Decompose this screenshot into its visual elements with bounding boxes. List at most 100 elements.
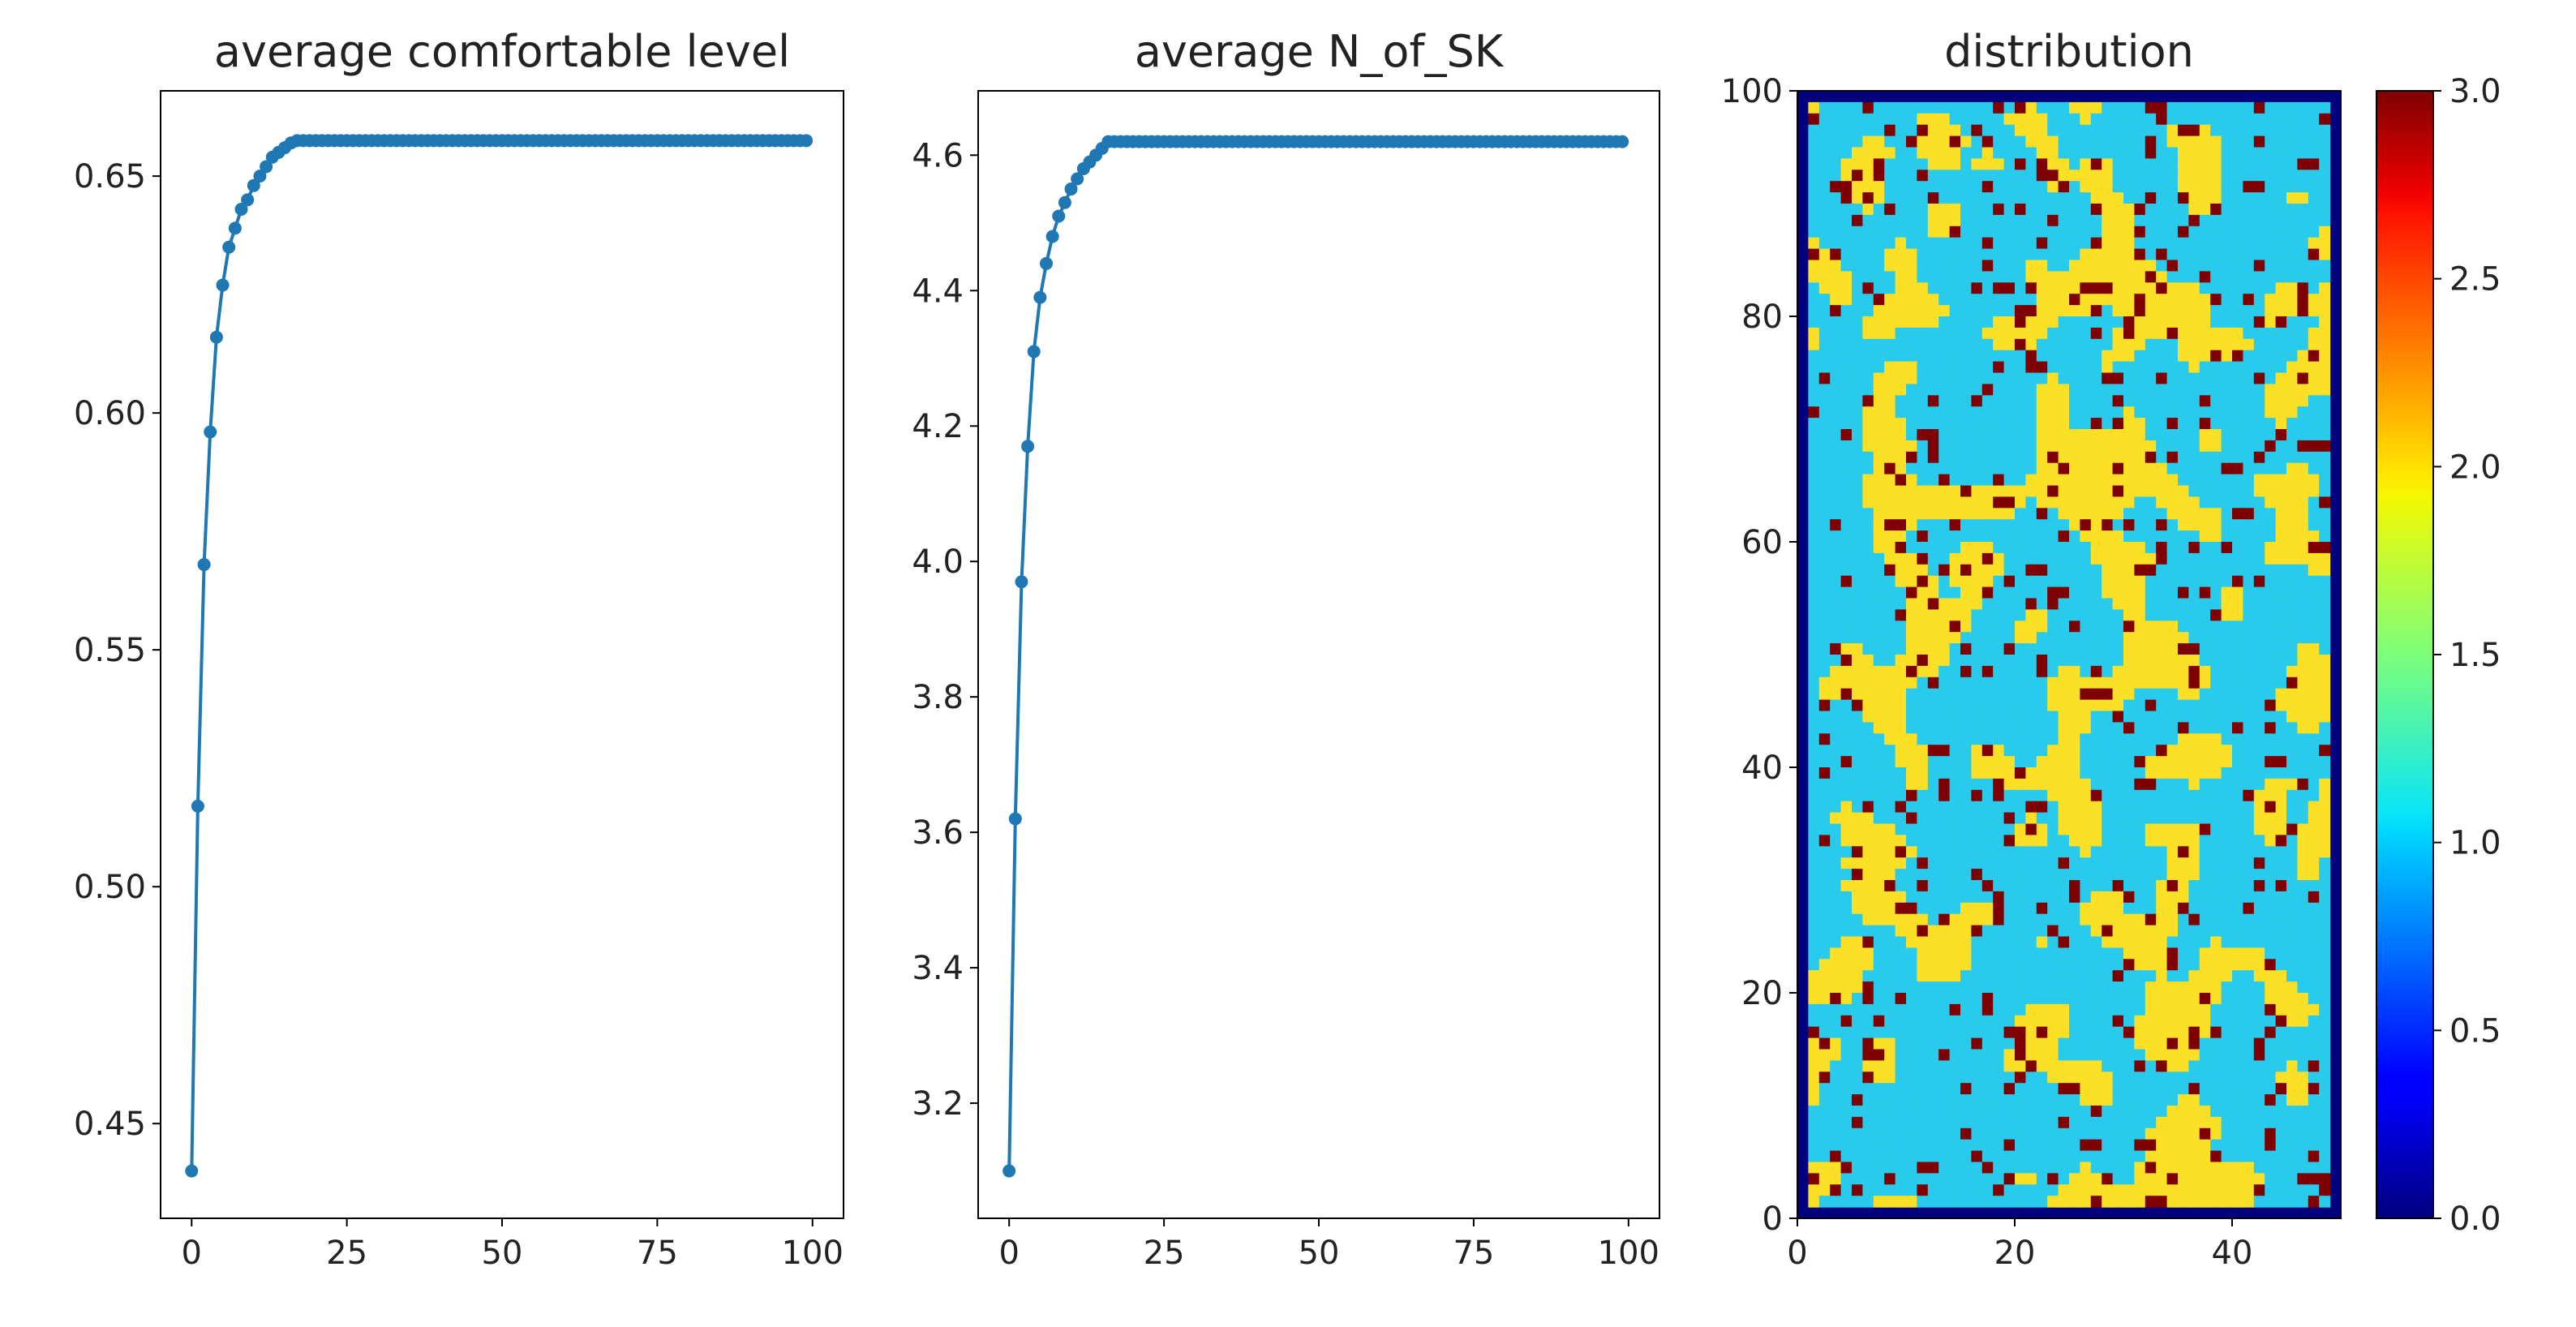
heatmap-cell [2134,147,2146,159]
heatmap-cell [2188,1196,2200,1208]
heatmap-cell [1830,316,1842,329]
heatmap-cell [1949,643,1961,655]
heatmap-cell [1808,350,1820,363]
heatmap-cell [1993,192,2005,204]
heatmap-cell [2319,248,2331,261]
heatmap-cell [1808,643,1820,655]
heatmap-cell [1927,632,1939,644]
heatmap-cell [2188,508,2200,520]
heatmap-cell [1852,1127,1863,1140]
heatmap-cell [2210,519,2222,531]
heatmap-cell [1960,846,1972,858]
heatmap-cell [2145,519,2157,531]
heatmap-cell [2199,632,2211,644]
heatmap-cell [2221,1127,2233,1140]
heatmap-cell [2166,485,2179,497]
heatmap-cell [2199,181,2211,193]
heatmap-cell [1938,316,1951,329]
heatmap-cell [1971,789,1983,802]
data-point [228,221,242,235]
heatmap-cell [1981,271,1994,283]
heatmap-cell [1960,835,1972,847]
heatmap-cell [2243,632,2255,644]
heatmap-cell [2297,621,2309,633]
heatmap-cell [2286,181,2298,193]
heatmap-cell [2102,260,2114,272]
heatmap-cell [2178,429,2189,441]
heatmap-cell [1938,192,1951,204]
heatmap-cell [2188,1116,2200,1129]
heatmap-cell [2188,722,2200,734]
heatmap-cell [1971,1071,1983,1084]
heatmap-cell [2210,451,2222,464]
heatmap-cell [1917,192,1929,204]
heatmap-cell [2221,406,2233,419]
heatmap-cell [1949,1015,1961,1028]
heatmap-cell [2145,959,2157,971]
heatmap-cell [1917,575,1929,588]
heatmap-cell [2069,237,2080,250]
heatmap-cell [2145,722,2157,734]
heatmap-cell [1830,655,1842,667]
heatmap-cell [2199,316,2211,329]
heatmap-cell [1927,925,1939,938]
heatmap-cell [1906,575,1917,588]
heatmap-cell [1981,192,1994,204]
heatmap-cell [2015,418,2026,430]
heatmap-cell [2090,801,2102,814]
heatmap-cell [2112,113,2124,126]
heatmap-cell [1949,1049,1961,1061]
heatmap-cell [1840,970,1853,982]
heatmap-cell [2319,1049,2331,1061]
heatmap-cell [2253,1015,2265,1028]
heatmap-cell [1917,1162,1929,1174]
heatmap-cell [2188,192,2200,204]
heatmap-cell [2275,440,2287,453]
heatmap-cell [2102,722,2114,734]
heatmap-cell [2253,632,2265,644]
heatmap-cell [1949,925,1961,938]
heatmap-cell [1862,1037,1874,1050]
heatmap-cell [2286,485,2298,497]
heatmap-cell [1993,429,2005,441]
heatmap-cell [1971,552,1983,565]
heatmap-cell [1906,925,1917,938]
heatmap-cell [1927,598,1939,610]
heatmap-cell [2308,1026,2320,1039]
heatmap-cell [2123,395,2135,407]
heatmap-cell [1917,113,1929,126]
heatmap-cell [1830,327,1842,340]
heatmap-cell [2090,135,2102,148]
heatmap-cell [2286,361,2298,374]
heatmap-cell [1906,733,1917,745]
heatmap-cell [1862,361,1874,374]
heatmap-cell [1808,835,1820,847]
heatmap-cell [2199,101,2211,114]
heatmap-cell [1993,158,2005,170]
heatmap-cell [1895,970,1907,982]
heatmap-cell [1906,1139,1917,1152]
heatmap-cell [1927,1173,1939,1185]
heatmap-cell [2210,1150,2222,1163]
heatmap-cell [2265,733,2277,745]
heatmap-cell [1971,1127,1983,1140]
heatmap-cell [2015,655,2026,667]
heatmap-cell [2058,745,2070,757]
heatmap-cell [1949,1127,1961,1140]
heatmap-cell [2069,970,2080,982]
heatmap-cell [1830,575,1842,588]
heatmap-cell [2297,733,2309,745]
heatmap-cell [2210,665,2222,678]
heatmap-cell [1960,1083,1972,1095]
heatmap-cell [2265,282,2277,294]
heatmap-cell [2297,846,2309,858]
heatmap-cell [2275,181,2287,193]
heatmap-cell [2210,767,2222,779]
heatmap-cell [1927,947,1939,960]
heatmap-cell [2036,902,2048,915]
heatmap-cell [2156,474,2168,487]
heatmap-cell [1917,959,1929,971]
heatmap-cell [2275,316,2287,329]
heatmap-cell [1830,778,1842,791]
heatmap-cell [2319,282,2331,294]
